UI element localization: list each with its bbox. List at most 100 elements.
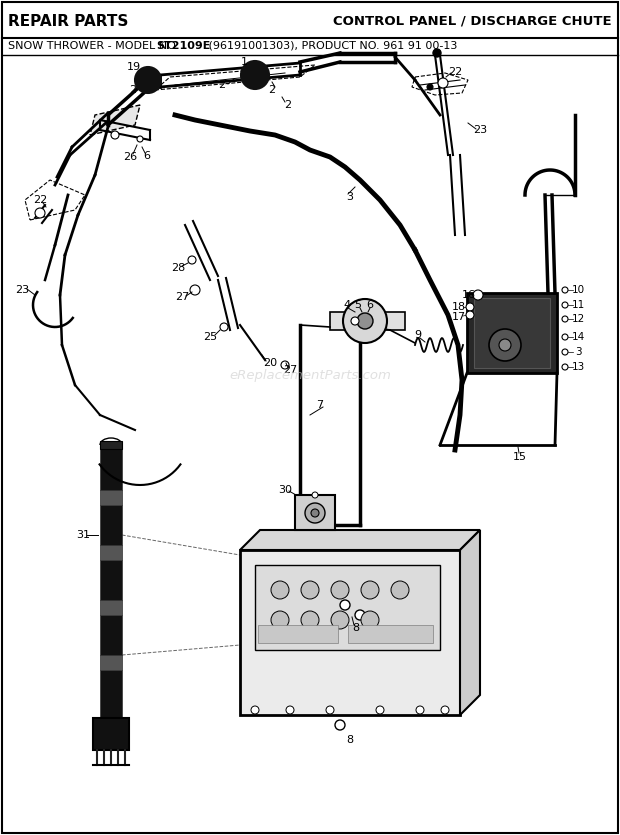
Bar — [100, 445, 122, 490]
Bar — [240, 550, 460, 715]
Bar — [100, 560, 122, 600]
Text: 7: 7 — [316, 400, 324, 410]
Circle shape — [305, 503, 325, 523]
Bar — [100, 505, 122, 545]
Text: 17: 17 — [452, 312, 466, 322]
Text: 16: 16 — [462, 290, 476, 300]
Circle shape — [357, 313, 373, 329]
Circle shape — [311, 509, 319, 517]
Text: 20: 20 — [263, 358, 277, 368]
Circle shape — [286, 706, 294, 714]
Bar — [330, 312, 405, 330]
Circle shape — [562, 316, 568, 322]
Circle shape — [562, 349, 568, 355]
Text: 28: 28 — [171, 263, 185, 273]
Circle shape — [137, 136, 143, 142]
Text: ST2109E: ST2109E — [156, 41, 210, 51]
Circle shape — [301, 611, 319, 629]
Bar — [100, 615, 122, 655]
Polygon shape — [90, 105, 140, 135]
Bar — [100, 545, 122, 560]
Bar — [93, 718, 129, 750]
Circle shape — [351, 317, 359, 325]
Circle shape — [301, 581, 319, 599]
Text: 26: 26 — [123, 152, 137, 162]
Circle shape — [281, 361, 289, 369]
Bar — [467, 293, 557, 373]
Text: 3: 3 — [347, 192, 353, 202]
Text: 22: 22 — [33, 195, 47, 205]
Text: 19: 19 — [127, 62, 141, 72]
Text: 8: 8 — [347, 735, 353, 745]
Text: 1: 1 — [241, 57, 247, 67]
Bar — [100, 600, 122, 615]
Circle shape — [326, 706, 334, 714]
Circle shape — [361, 611, 379, 629]
Text: 2: 2 — [268, 85, 275, 95]
Bar — [348, 625, 433, 643]
Polygon shape — [460, 530, 480, 715]
Text: 2: 2 — [218, 80, 226, 90]
Text: CONTROL PANEL / DISCHARGE CHUTE: CONTROL PANEL / DISCHARGE CHUTE — [334, 14, 612, 28]
Text: 8: 8 — [352, 623, 360, 633]
Text: 2: 2 — [285, 100, 291, 110]
Text: 9: 9 — [414, 330, 422, 340]
Bar — [100, 670, 122, 720]
Polygon shape — [240, 530, 480, 550]
Circle shape — [427, 84, 433, 90]
Circle shape — [220, 323, 228, 331]
Circle shape — [343, 299, 387, 343]
Circle shape — [190, 285, 200, 295]
Circle shape — [562, 287, 568, 293]
Bar — [474, 298, 550, 368]
Circle shape — [466, 311, 474, 319]
Text: REPAIR PARTS: REPAIR PARTS — [8, 13, 128, 28]
Circle shape — [35, 208, 45, 218]
Circle shape — [271, 611, 289, 629]
Circle shape — [271, 581, 289, 599]
Text: 13: 13 — [572, 362, 585, 372]
Circle shape — [135, 67, 161, 93]
Circle shape — [241, 61, 269, 89]
Circle shape — [376, 706, 384, 714]
Circle shape — [340, 600, 350, 610]
Circle shape — [466, 303, 474, 311]
Text: 18: 18 — [452, 302, 466, 312]
Text: 23: 23 — [473, 125, 487, 135]
Circle shape — [416, 706, 424, 714]
Circle shape — [562, 302, 568, 308]
Text: 6: 6 — [366, 300, 373, 310]
Circle shape — [361, 581, 379, 599]
Circle shape — [335, 720, 345, 730]
Text: (96191001303), PRODUCT NO. 961 91 00-13: (96191001303), PRODUCT NO. 961 91 00-13 — [205, 41, 458, 51]
Circle shape — [562, 364, 568, 370]
Bar — [100, 490, 122, 505]
Bar — [295, 495, 335, 530]
Circle shape — [391, 581, 409, 599]
Bar — [255, 565, 440, 650]
Bar — [258, 625, 338, 643]
Text: 2: 2 — [130, 85, 136, 95]
Bar — [100, 441, 122, 449]
Circle shape — [562, 334, 568, 340]
Circle shape — [331, 581, 349, 599]
Text: 4: 4 — [343, 300, 350, 310]
Text: 14: 14 — [572, 332, 585, 342]
Bar — [100, 655, 122, 670]
Text: eReplacementParts.com: eReplacementParts.com — [229, 368, 391, 382]
Circle shape — [312, 492, 318, 498]
Text: 10: 10 — [572, 285, 585, 295]
Text: 25: 25 — [203, 332, 217, 342]
Text: 27: 27 — [175, 292, 189, 302]
Text: 11: 11 — [572, 300, 585, 310]
Text: 5: 5 — [355, 300, 361, 310]
Circle shape — [111, 131, 119, 139]
Text: SNOW THROWER - MODEL NO.: SNOW THROWER - MODEL NO. — [8, 41, 182, 51]
Circle shape — [355, 610, 365, 620]
Text: 22: 22 — [448, 67, 462, 77]
Circle shape — [438, 78, 448, 88]
Text: 15: 15 — [513, 452, 527, 462]
Text: 30: 30 — [278, 485, 292, 495]
Circle shape — [499, 339, 511, 351]
Text: 23: 23 — [15, 285, 29, 295]
